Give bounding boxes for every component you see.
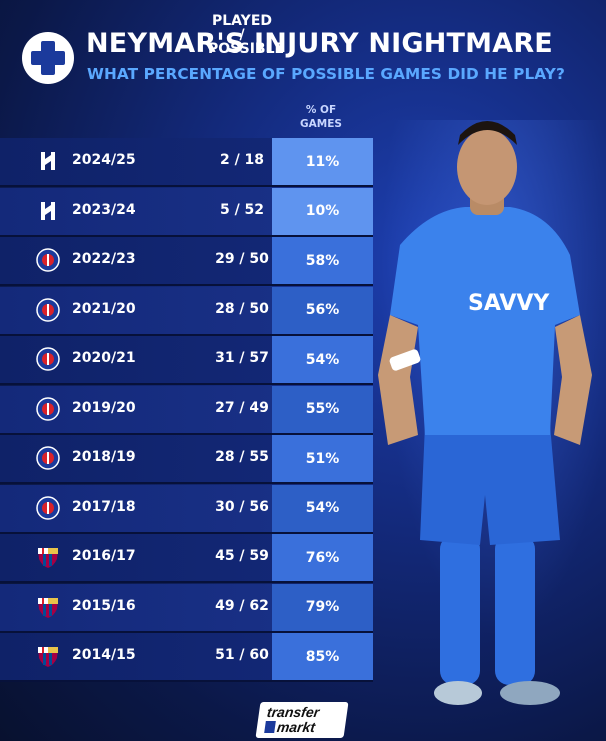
column-header-played-line2: POSSIBLE [208, 41, 285, 57]
page-title: NEYMAR'S INJURY NIGHTMARE [86, 28, 553, 59]
table-row: 2016/17 45 / 59 76% [0, 534, 373, 581]
column-header-percentage: % OF GAMES [282, 103, 360, 131]
barcelona-crest-icon [36, 644, 60, 668]
row-divider [0, 531, 373, 534]
percentage-value: 51% [305, 450, 340, 467]
season-label: 2014/15 [72, 647, 136, 663]
season-label: 2016/17 [72, 548, 136, 564]
percentage-cell: 11% [272, 138, 373, 185]
percentage-value: 79% [305, 599, 340, 615]
games-played-value: 5 / 52 [219, 201, 265, 218]
logo-text-line1: transfer [266, 704, 321, 720]
percentage-cell: 58% [272, 237, 373, 284]
percentage-cell: 10% [272, 187, 373, 235]
games-played-value: 51 / 60 [215, 647, 269, 663]
psg-crest-icon [36, 446, 60, 470]
percentage-cell: 51% [272, 435, 373, 482]
percentage-value: 10% [305, 203, 340, 219]
games-played-value: 28 / 55 [215, 449, 269, 465]
svg-text:SAVVY: SAVVY [468, 291, 550, 316]
percentage-cell: 54% [272, 336, 373, 383]
psg-crest-icon [36, 396, 60, 421]
row-divider [0, 581, 373, 583]
percentage-cell: 79% [272, 583, 373, 631]
percentage-value: 54% [305, 351, 340, 368]
table-row: 2014/15 51 / 60 85% [0, 633, 373, 680]
percentage-cell: 56% [272, 286, 373, 334]
season-label: 2020/21 [72, 350, 136, 366]
games-played-value: 49 / 62 [215, 597, 269, 614]
logo-text-line2: markt [275, 719, 317, 735]
percentage-value: 55% [305, 401, 340, 417]
player-photo: SAVVY [378, 121, 592, 705]
games-played-value: 31 / 57 [215, 350, 269, 366]
season-label: 2021/20 [72, 300, 136, 317]
table-row: 2021/20 28 / 50 56% [0, 286, 373, 334]
season-label: 2015/16 [72, 597, 136, 614]
percentage-cell: 85% [272, 633, 373, 680]
percentage-cell: 54% [272, 484, 373, 532]
percentage-cell: 76% [272, 534, 373, 581]
row-divider [0, 383, 373, 385]
percentage-value: 54% [305, 500, 340, 516]
percentage-value: 56% [305, 302, 340, 318]
page-subtitle: WHAT PERCENTAGE OF POSSIBLE GAMES DID HE… [87, 65, 565, 83]
percentage-value: 76% [305, 549, 340, 566]
games-played-value: 2 / 18 [219, 152, 265, 168]
row-divider [0, 333, 373, 336]
logo-mark-icon [264, 721, 276, 733]
table-row: 2018/19 28 / 55 51% [0, 435, 373, 482]
percentage-value: 58% [305, 252, 340, 269]
table-row: 2019/20 27 / 49 55% [0, 385, 373, 433]
medical-cross-icon [22, 32, 74, 84]
barcelona-crest-icon [36, 545, 60, 569]
al-hilal-crest-icon [36, 149, 60, 173]
psg-crest-icon [36, 297, 60, 322]
table-row: 2020/21 31 / 57 54% [0, 336, 373, 383]
percentage-value: 85% [305, 648, 340, 665]
row-divider [0, 432, 373, 435]
season-label: 2022/23 [72, 251, 136, 267]
games-played-value: 27 / 49 [215, 399, 269, 416]
games-played-value: 45 / 59 [215, 548, 269, 564]
percentage-value: 11% [305, 153, 340, 170]
column-header-played-line1: PLAYED / [212, 13, 272, 43]
transfermarkt-logo: transfer markt [255, 702, 349, 738]
row-divider [0, 185, 373, 187]
season-label: 2024/25 [72, 152, 136, 168]
row-divider [0, 680, 373, 682]
games-played-value: 30 / 56 [215, 498, 269, 515]
psg-crest-icon [36, 495, 60, 520]
games-played-value: 28 / 50 [215, 300, 269, 317]
table-row: 2022/23 29 / 50 58% [0, 237, 373, 284]
psg-crest-icon [36, 347, 60, 371]
games-played-value: 29 / 50 [215, 251, 269, 267]
psg-crest-icon [36, 248, 60, 272]
column-header-pct-line2: GAMES [300, 118, 342, 130]
row-divider [0, 630, 373, 633]
season-label: 2018/19 [72, 449, 136, 465]
row-divider [0, 482, 373, 484]
percentage-cell: 55% [272, 385, 373, 433]
season-label: 2019/20 [72, 399, 136, 416]
season-label: 2023/24 [72, 201, 136, 218]
table-row: 2015/16 49 / 62 79% [0, 583, 373, 631]
table-row: 2023/24 5 / 52 10% [0, 187, 373, 235]
table-row: 2017/18 30 / 56 54% [0, 484, 373, 532]
table-row: 2024/25 2 / 18 11% [0, 138, 373, 185]
column-header-played: PLAYED / POSSIBLE [208, 13, 285, 57]
row-divider [0, 284, 373, 286]
barcelona-crest-icon [36, 595, 60, 619]
column-header-pct-line1: % OF [305, 104, 337, 116]
season-label: 2017/18 [72, 498, 136, 515]
row-divider [0, 234, 373, 237]
al-hilal-crest-icon [36, 199, 60, 223]
